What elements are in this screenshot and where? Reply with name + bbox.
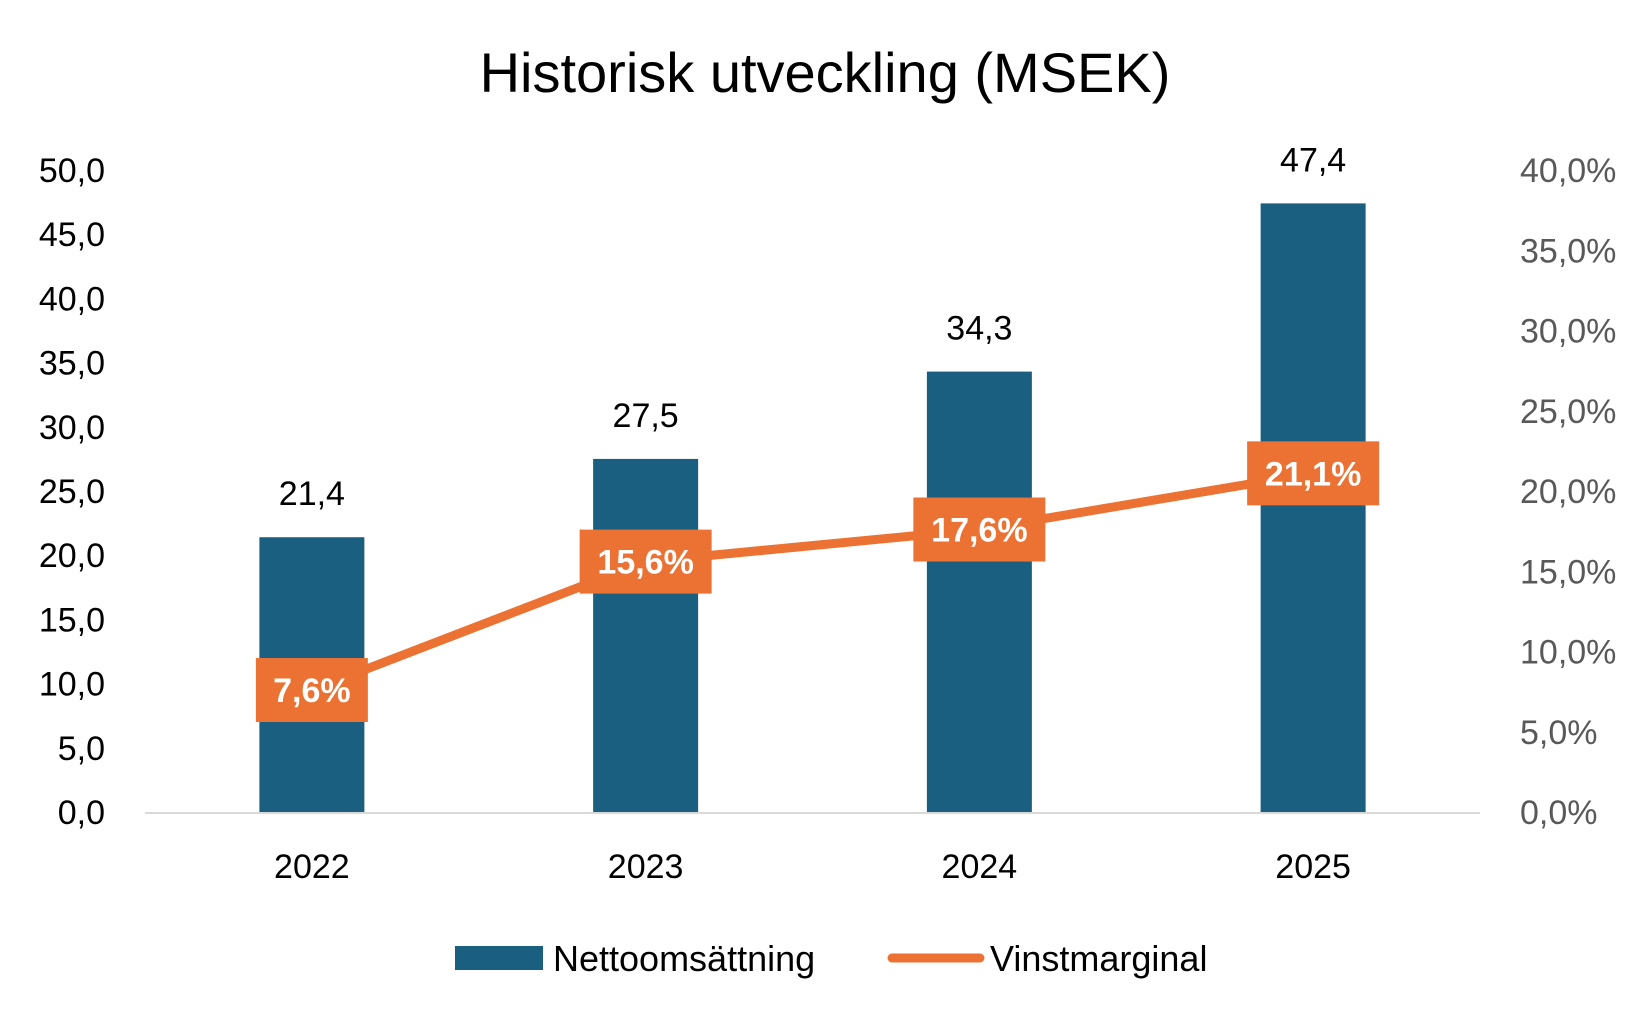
y-left-tick-label: 10,0 bbox=[39, 666, 105, 704]
bar bbox=[1260, 203, 1366, 812]
bar bbox=[926, 371, 1032, 812]
line-point-label-box bbox=[1247, 441, 1380, 506]
y-left-tick-label: 40,0 bbox=[39, 280, 105, 318]
y-right-tick-label: 40,0% bbox=[1520, 152, 1616, 190]
bar bbox=[593, 458, 699, 812]
line-data-label: 7,6% bbox=[273, 672, 351, 710]
y-left-tick-label: 45,0 bbox=[39, 216, 105, 254]
y-right-tick-label: 35,0% bbox=[1520, 232, 1616, 270]
x-tick-label: 2022 bbox=[274, 848, 350, 886]
legend-label: Nettoomsättning bbox=[553, 938, 815, 979]
y-right-tick-label: 30,0% bbox=[1520, 313, 1616, 351]
y-left-tick-label: 5,0 bbox=[58, 730, 105, 768]
line-data-label: 15,6% bbox=[597, 544, 693, 582]
line-data-label: 21,1% bbox=[1265, 455, 1361, 493]
y-left-tick-label: 0,0 bbox=[58, 794, 105, 832]
y-right-tick-label: 5,0% bbox=[1520, 714, 1598, 752]
legend-swatch-bar bbox=[455, 946, 543, 970]
bar-data-label: 27,5 bbox=[613, 397, 679, 435]
y-left-tick-label: 35,0 bbox=[39, 345, 105, 383]
y-left-tick-label: 15,0 bbox=[39, 601, 105, 639]
y-right-tick-label: 25,0% bbox=[1520, 393, 1616, 431]
x-tick-label: 2024 bbox=[942, 848, 1018, 886]
y-left-tick-label: 50,0 bbox=[39, 152, 105, 190]
line-data-label: 17,6% bbox=[931, 512, 1027, 550]
y-right-tick-label: 0,0% bbox=[1520, 794, 1598, 832]
x-tick-label: 2025 bbox=[1275, 848, 1351, 886]
line-point-label-box bbox=[579, 529, 712, 594]
x-tick-label: 2023 bbox=[608, 848, 684, 886]
y-left-tick-label: 20,0 bbox=[39, 537, 105, 575]
line-point-label-box bbox=[255, 658, 368, 723]
bar-data-label: 47,4 bbox=[1280, 141, 1346, 179]
y-right-tick-label: 15,0% bbox=[1520, 553, 1616, 591]
y-left-tick-label: 25,0 bbox=[39, 473, 105, 511]
y-right-tick-label: 20,0% bbox=[1520, 473, 1616, 511]
y-left-tick-label: 30,0 bbox=[39, 409, 105, 447]
line-point-label-box bbox=[913, 497, 1046, 562]
y-right-tick-label: 10,0% bbox=[1520, 634, 1616, 672]
bar-data-label: 34,3 bbox=[946, 310, 1012, 348]
bar-data-label: 21,4 bbox=[279, 475, 345, 513]
line-series bbox=[310, 468, 1314, 695]
chart-title: Historisk utveckling (MSEK) bbox=[479, 41, 1171, 104]
legend-label: Vinstmarginal bbox=[990, 938, 1207, 979]
